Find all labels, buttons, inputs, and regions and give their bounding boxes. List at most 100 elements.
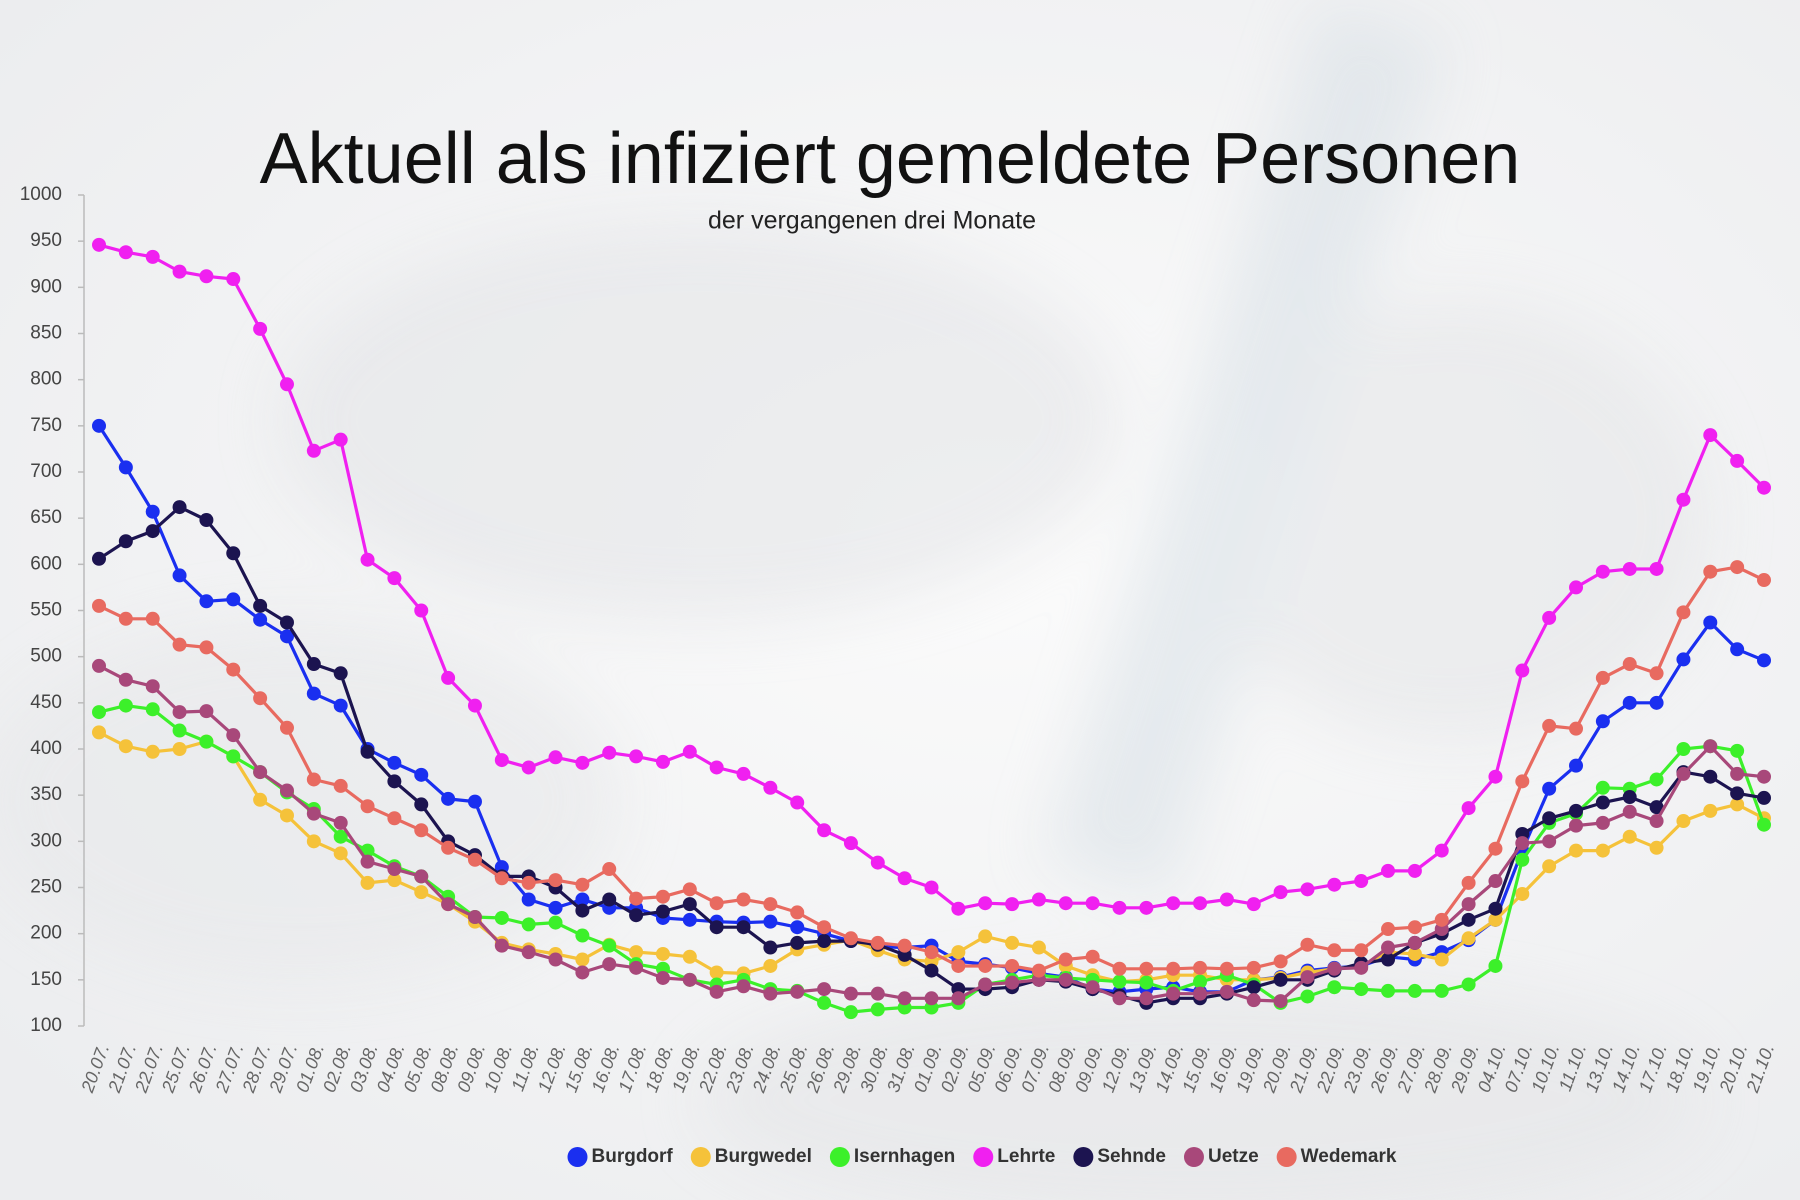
data-point <box>1058 896 1073 911</box>
data-point <box>1649 814 1664 829</box>
data-point <box>1542 811 1557 826</box>
data-point <box>1166 961 1181 976</box>
data-point <box>1300 989 1315 1004</box>
data-point <box>441 670 456 685</box>
data-point <box>1703 615 1718 630</box>
data-point <box>279 808 294 823</box>
data-point <box>1676 492 1691 507</box>
data-point <box>145 702 160 717</box>
data-point <box>1649 800 1664 815</box>
data-point <box>1595 670 1610 685</box>
data-point <box>1273 954 1288 969</box>
y-tick-label: 950 <box>30 230 62 251</box>
series <box>92 658 1771 1009</box>
data-point <box>1381 983 1396 998</box>
data-point <box>709 965 724 980</box>
legend-marker <box>1183 1147 1204 1167</box>
data-point <box>333 846 348 861</box>
data-point <box>118 698 133 713</box>
data-point <box>360 552 375 567</box>
data-point <box>1300 937 1315 952</box>
data-point <box>1730 743 1745 758</box>
data-point <box>306 686 321 701</box>
data-point <box>1434 952 1449 967</box>
data-point <box>279 615 294 630</box>
data-point <box>172 705 187 720</box>
y-tick-label: 600 <box>30 553 62 574</box>
data-point <box>199 704 214 719</box>
legend-marker <box>567 1147 588 1167</box>
data-point <box>924 991 939 1006</box>
data-point <box>682 972 697 987</box>
data-point <box>521 945 536 960</box>
data-point <box>1166 896 1181 911</box>
data-point <box>1005 958 1020 973</box>
data-point <box>118 672 133 687</box>
data-point <box>306 806 321 821</box>
legend-label: Lehrte <box>997 1146 1055 1167</box>
data-point <box>870 935 885 950</box>
series <box>92 560 1771 978</box>
data-point <box>897 871 912 886</box>
data-point <box>629 749 644 764</box>
data-point <box>333 666 348 681</box>
data-point <box>172 264 187 279</box>
data-point <box>1461 931 1476 946</box>
data-point <box>1166 986 1181 1001</box>
data-point <box>817 934 832 949</box>
data-point <box>1488 874 1503 889</box>
data-point <box>145 249 160 264</box>
legend-marker <box>973 1147 994 1167</box>
y-tick-label: 400 <box>30 738 62 759</box>
data-point <box>1488 769 1503 784</box>
data-point <box>843 986 858 1001</box>
data-point <box>1112 961 1127 976</box>
y-tick-label: 850 <box>30 323 62 344</box>
data-point <box>92 598 106 613</box>
data-point <box>494 753 509 768</box>
data-point <box>1676 652 1691 667</box>
data-point <box>1703 803 1718 818</box>
data-point <box>1381 940 1396 955</box>
data-point <box>1515 663 1530 678</box>
data-point <box>1434 983 1449 998</box>
data-point <box>253 321 268 336</box>
data-point <box>817 982 832 997</box>
data-point <box>1381 922 1396 937</box>
data-point <box>387 811 402 826</box>
data-point <box>629 960 644 975</box>
data-point <box>682 882 697 897</box>
data-point <box>870 1002 885 1017</box>
chart-subtitle: der vergangenen drei Monate <box>708 207 1036 235</box>
data-point <box>145 679 160 694</box>
data-point <box>1703 739 1718 754</box>
data-point <box>1622 695 1637 710</box>
data-point <box>360 744 375 759</box>
data-point <box>790 935 805 950</box>
data-point <box>199 269 214 284</box>
data-point <box>1005 975 1020 990</box>
data-point <box>951 991 966 1006</box>
data-point <box>575 877 590 892</box>
data-point <box>1730 642 1745 657</box>
data-point <box>1300 970 1315 985</box>
data-point <box>655 754 670 769</box>
data-point <box>843 836 858 851</box>
data-point <box>333 778 348 793</box>
data-point <box>1031 940 1046 955</box>
data-point <box>1193 986 1208 1001</box>
data-point <box>1595 564 1610 579</box>
data-point <box>467 698 482 713</box>
y-tick-label: 550 <box>30 600 62 621</box>
data-point <box>333 698 348 713</box>
data-point <box>92 705 106 720</box>
y-tick-label: 350 <box>30 784 62 805</box>
data-point <box>1139 961 1154 976</box>
data-point <box>145 611 160 626</box>
data-point <box>1273 972 1288 987</box>
data-point <box>870 986 885 1001</box>
data-point <box>1005 935 1020 950</box>
data-point <box>1461 977 1476 992</box>
y-tick-label: 200 <box>30 923 62 944</box>
data-point <box>790 905 805 920</box>
